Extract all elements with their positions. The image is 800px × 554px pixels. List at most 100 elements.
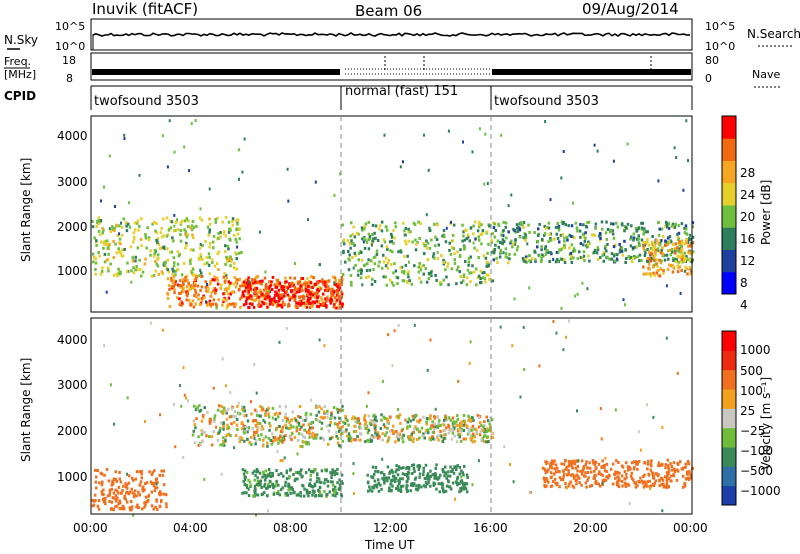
power-cell-1109 — [357, 258, 360, 262]
cpid-label: CPID — [4, 89, 36, 103]
velocity-cell-792 — [464, 437, 468, 441]
velocity-cell-1035 — [470, 434, 473, 438]
velocity-cell-721 — [335, 492, 339, 495]
velocity-cell-480 — [253, 408, 257, 412]
velocity-cell-714 — [285, 492, 289, 495]
velocity-cell-193 — [335, 407, 339, 411]
velocity-cell-1076 — [356, 420, 359, 424]
power-cell-1978 — [649, 272, 652, 276]
power-cell-508 — [244, 278, 247, 282]
power-cell-1750 — [683, 251, 686, 255]
power-cell-1585 — [569, 251, 573, 255]
velocity-cell-1372 — [418, 475, 421, 479]
velocity-cell-1723 — [633, 465, 636, 469]
power-cell-1678 — [613, 259, 617, 263]
power-cell-718 — [331, 290, 334, 294]
power-cell-1659 — [506, 256, 509, 260]
power-cell-1261 — [443, 235, 446, 239]
velocity-cell-1637 — [664, 466, 667, 470]
power-heatmap — [91, 119, 695, 310]
power-cell-142 — [227, 220, 231, 224]
velocity-cell-1473 — [574, 479, 577, 482]
velocity-cell-999 — [429, 427, 432, 431]
velocity-cell-1084 — [412, 418, 415, 422]
velocity-cell-1105 — [472, 432, 475, 436]
power-cell-921 — [332, 291, 335, 295]
power-cell-213 — [136, 219, 140, 223]
velocity-cell-1375 — [371, 475, 374, 479]
velocity-cell-743 — [334, 494, 337, 498]
velocity-cell-1481 — [572, 485, 576, 489]
power-noise-14 — [450, 220, 452, 224]
power-cell-1942 — [690, 269, 693, 273]
velocity-cell-387 — [222, 436, 225, 440]
power-noise-77 — [176, 218, 178, 222]
velocity-cell-1644 — [665, 475, 668, 479]
power-noise-40 — [199, 207, 202, 211]
power-cell-1907 — [642, 272, 646, 276]
power-cell-1205 — [374, 236, 377, 240]
power-cell-1801 — [632, 238, 635, 242]
velocity-cell-1016 — [462, 437, 466, 441]
velocity-cell-1066 — [359, 426, 363, 430]
velocity-cell-1085 — [406, 425, 409, 429]
velocity-cell-1079 — [467, 414, 470, 418]
velocity-cell-758 — [314, 468, 317, 472]
power-noise-72 — [513, 297, 516, 301]
velocity-cell-1634 — [554, 481, 557, 485]
power-cell-115 — [182, 261, 186, 265]
power-cell-635 — [340, 283, 343, 287]
power-cell-1975 — [688, 251, 691, 255]
power-cell-169 — [210, 258, 214, 262]
power-cell-201 — [94, 257, 98, 261]
velocity-cell-366 — [297, 423, 301, 427]
power-cell-1851 — [689, 237, 692, 241]
power-cell-183 — [100, 240, 103, 244]
power-cell-1686 — [572, 247, 576, 251]
power-cell-385 — [178, 303, 182, 306]
power-cell-913 — [247, 280, 250, 284]
power-cell-1476 — [504, 225, 507, 229]
velocity-cell-85 — [130, 500, 133, 503]
velocity-cell-1528 — [673, 467, 676, 471]
velocity-cell-1556 — [558, 470, 561, 474]
power-noise-98 — [238, 148, 241, 152]
velocity-cell-438 — [233, 420, 236, 424]
power-cell-1635 — [604, 231, 608, 235]
power-cell-1833 — [618, 250, 622, 254]
velocity-cell-306 — [277, 436, 280, 440]
power-cell-946 — [246, 285, 249, 289]
power-cell-1243 — [364, 222, 368, 226]
power-cell-196 — [155, 231, 159, 235]
power-cell-358 — [109, 262, 112, 266]
velocity-cell-798 — [427, 417, 430, 421]
power-cell-101 — [141, 270, 145, 274]
power-cell-544 — [259, 288, 262, 292]
velocity-cell-447 — [279, 430, 283, 434]
power-noise-46 — [622, 298, 625, 302]
power-cell-723 — [300, 284, 304, 288]
velocity-cell-1113 — [458, 435, 461, 439]
velocity-cell-1364 — [380, 487, 383, 491]
velocity-cell-858 — [407, 435, 410, 439]
velocity-cell-752 — [307, 494, 310, 498]
power-cell-1175 — [407, 230, 410, 234]
velocity-cell-443 — [192, 404, 196, 408]
velocity-cell-1134 — [364, 420, 368, 424]
power-cell-465 — [216, 278, 219, 282]
power-cell-190 — [192, 236, 195, 240]
power-cell-1346 — [402, 221, 405, 225]
power-cell-410 — [212, 298, 216, 302]
velocity-cell-943 — [364, 440, 367, 444]
velocity-cell-513 — [217, 431, 221, 435]
power-cell-1638 — [627, 255, 630, 258]
velocity-cell-773 — [303, 487, 306, 491]
velocity-cell-373 — [315, 433, 319, 437]
power-cell-621 — [265, 297, 268, 301]
velocity-cell-1737 — [597, 472, 601, 476]
power-cell-970 — [270, 297, 274, 301]
power-cell-974 — [312, 300, 315, 304]
power-cell-1479 — [573, 236, 576, 240]
velocity-cell-761 — [308, 491, 312, 494]
power-cell-1352 — [370, 259, 373, 263]
